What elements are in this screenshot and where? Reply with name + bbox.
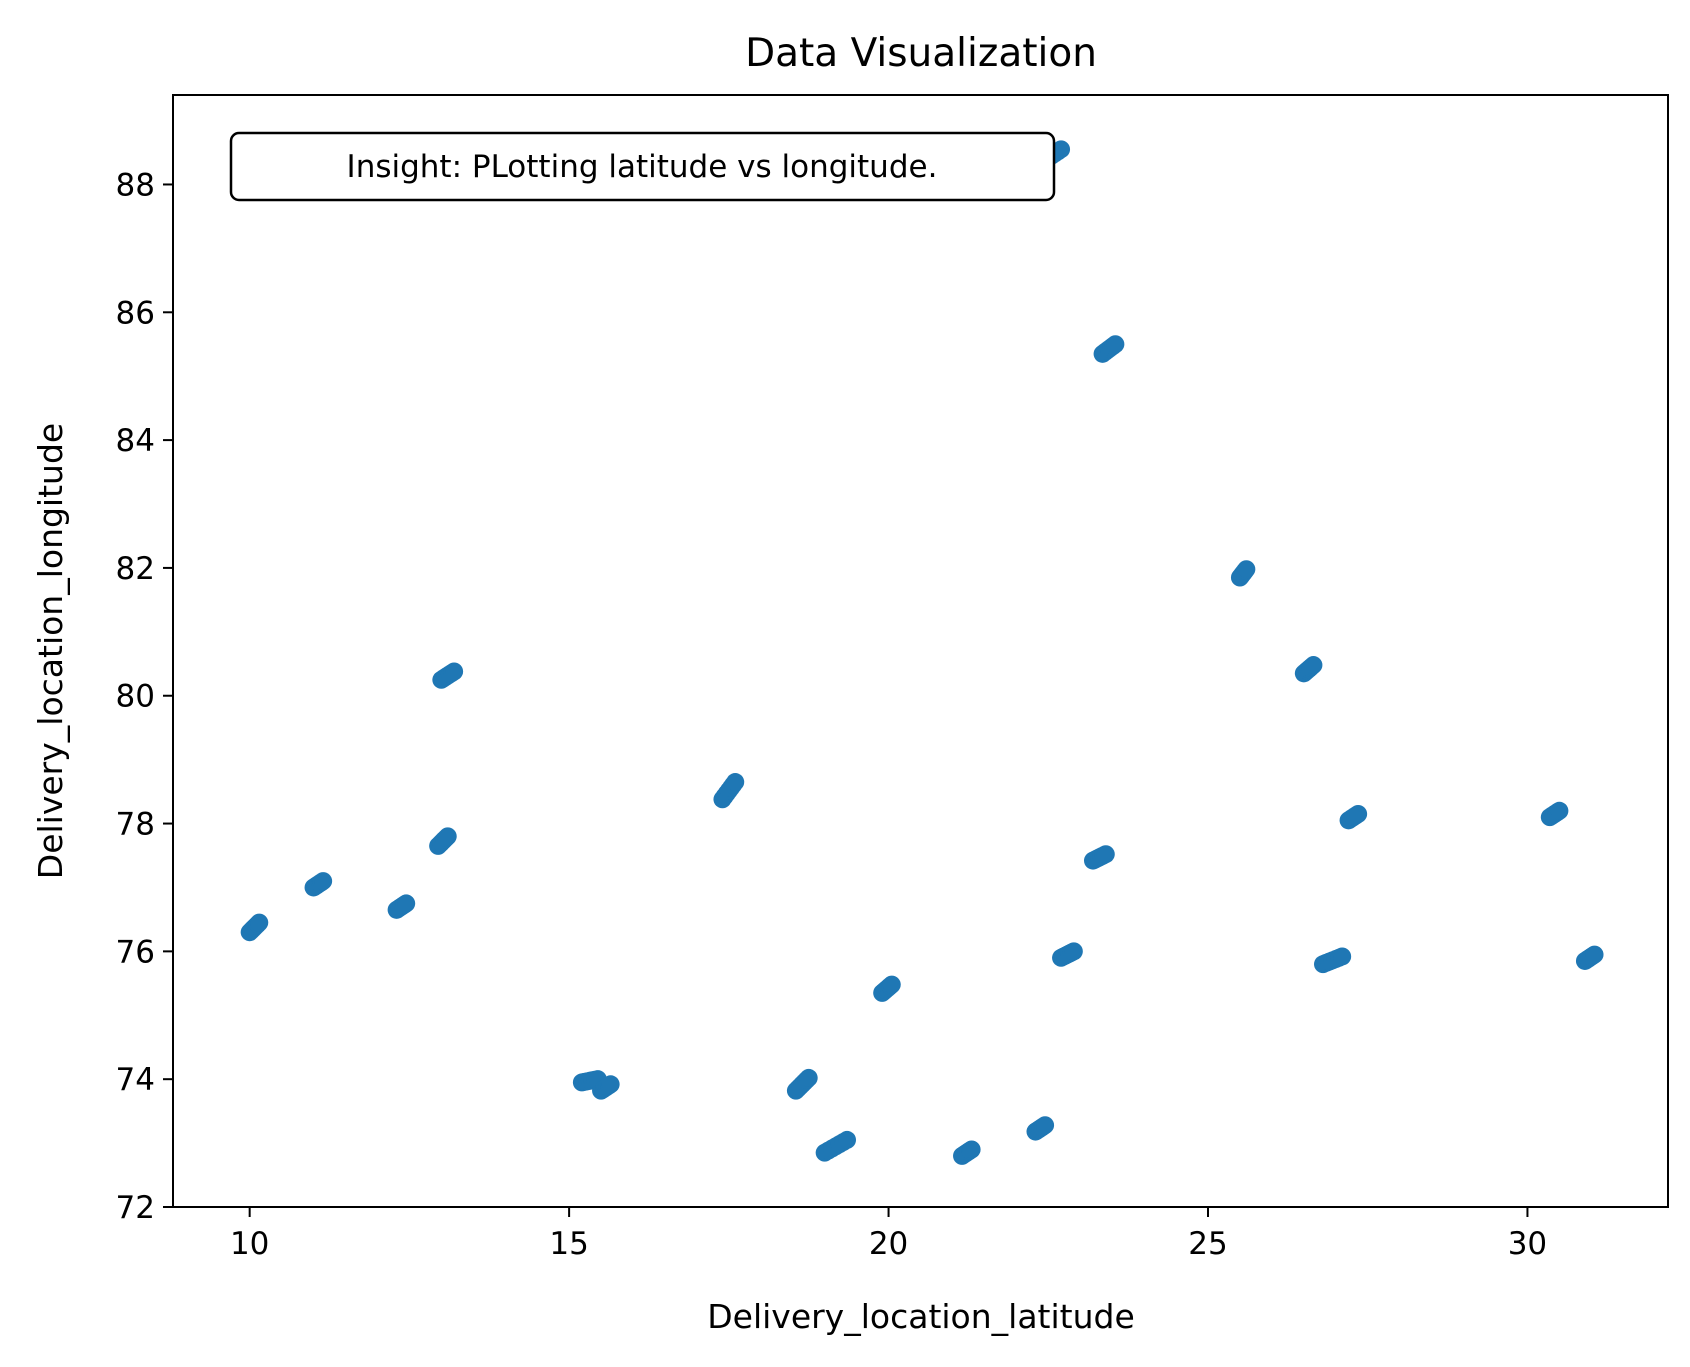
data-point [1333,947,1352,966]
y-tick-label: 72 [116,1190,155,1226]
y-tick-label: 74 [116,1062,155,1098]
insight-annotation: Insight: PLotting latitude vs longitude. [229,131,1056,202]
data-point [1304,656,1323,675]
data-points [240,140,1604,1165]
x-axis-label: Delivery_location_latitude [707,1297,1135,1336]
y-tick-label: 78 [116,807,155,843]
annotation-box [229,131,1056,202]
x-tick-label: 30 [1508,1226,1547,1262]
data-point [601,1075,620,1094]
y-tick-label: 86 [116,295,155,331]
data-point [799,1068,818,1087]
data-point [438,827,457,846]
x-tick-label: 10 [230,1226,269,1262]
data-point [882,975,901,994]
x-tick-label: 25 [1188,1226,1227,1262]
y-tick-label: 84 [116,423,155,459]
chart-title: Data Visualization [745,31,1097,76]
y-axis-label: Delivery_location_longitude [31,423,70,879]
data-point [314,872,333,891]
data-point [445,662,464,681]
y-tick-label: 82 [116,551,155,587]
data-point [1349,804,1368,823]
y-tick-label: 76 [116,934,155,970]
data-point [962,1140,981,1159]
x-axis-ticks: 10 15 20 25 30 [230,1207,1547,1262]
data-point [726,773,745,792]
data-point [1096,845,1115,864]
data-point [1036,1116,1055,1135]
x-tick-label: 20 [869,1226,908,1262]
data-point [397,894,416,913]
data-point [1064,942,1083,961]
data-point [1550,801,1569,820]
data-point [1237,560,1256,579]
annotation-text: Insight: PLotting latitude vs longitude. [347,149,938,185]
data-point [250,913,269,932]
y-axis-ticks: 72 74 76 78 80 82 84 86 88 [116,167,173,1226]
data-point [1106,335,1125,354]
data-point [838,1130,857,1149]
data-point [1052,140,1071,159]
x-tick-label: 15 [549,1226,588,1262]
plot-area-frame [172,94,1669,1208]
y-tick-label: 88 [116,167,155,203]
data-point [1585,945,1604,964]
y-tick-label: 80 [116,679,155,715]
